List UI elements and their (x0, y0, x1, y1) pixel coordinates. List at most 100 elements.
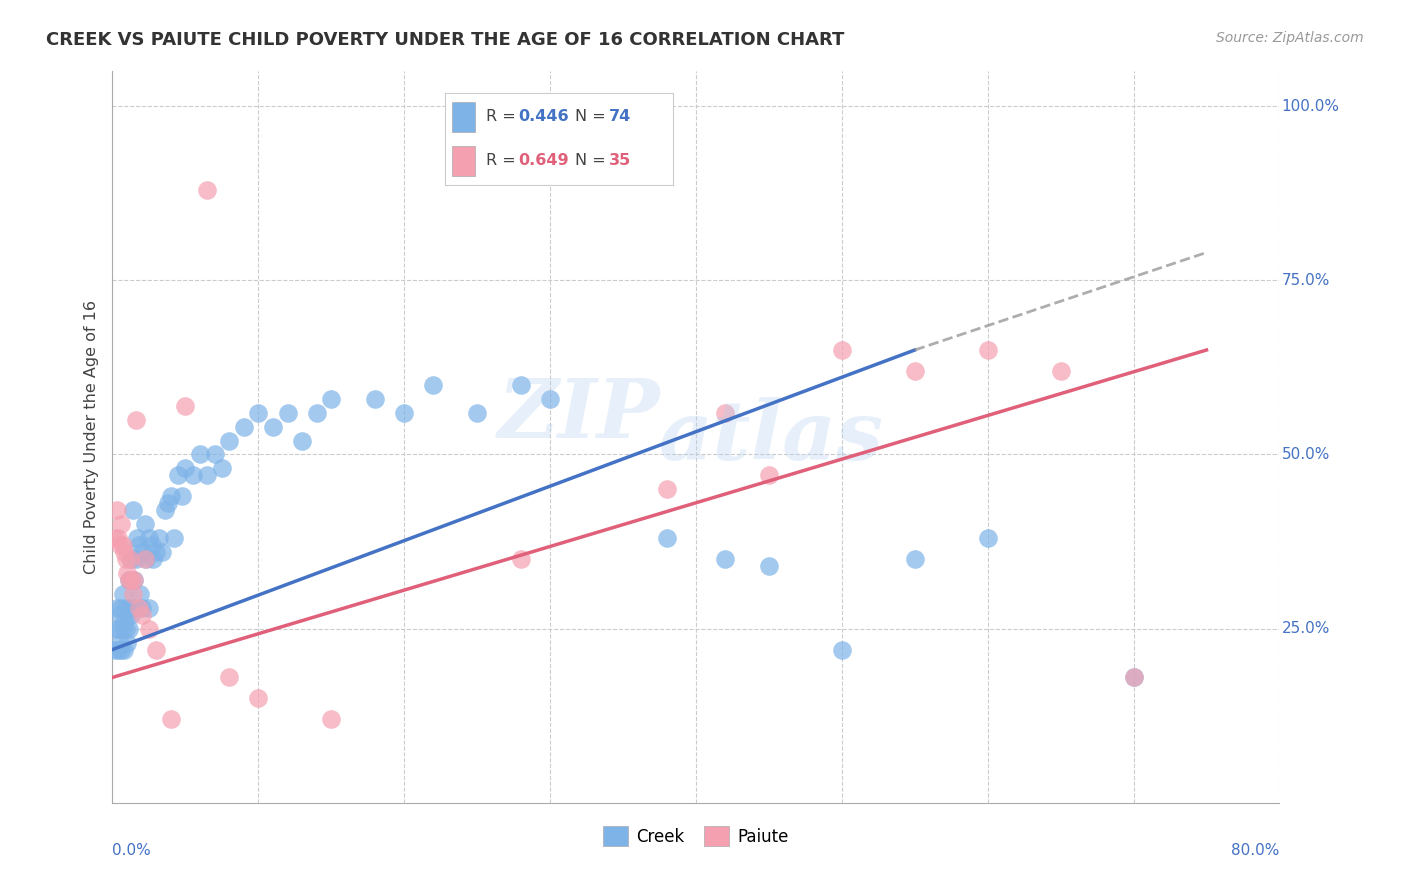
Point (172, 489, 194, 503)
Point (122, 587, 145, 601)
Text: 50.0%: 50.0% (1282, 447, 1330, 462)
Point (291, 434, 314, 448)
Point (131, 545, 153, 559)
Point (104, 531, 127, 545)
Point (142, 552, 165, 566)
Text: atlas: atlas (659, 397, 884, 477)
Point (204, 448, 226, 462)
Text: 0.0%: 0.0% (112, 843, 152, 858)
Point (831, 642, 853, 657)
Point (538, 392, 561, 406)
Point (111, 538, 134, 552)
Point (112, 615, 135, 629)
Point (108, 607, 131, 622)
Point (163, 531, 186, 545)
Point (114, 600, 136, 615)
Point (111, 622, 134, 636)
Point (904, 552, 927, 566)
Point (108, 635, 131, 649)
Point (174, 399, 197, 413)
Point (138, 622, 160, 636)
Point (104, 642, 127, 657)
Point (714, 406, 737, 420)
Point (107, 642, 129, 657)
Point (904, 364, 927, 378)
Point (509, 552, 531, 566)
Point (150, 545, 173, 559)
Point (105, 503, 128, 517)
Point (211, 461, 233, 475)
Point (232, 419, 254, 434)
Point (195, 468, 218, 483)
Point (112, 642, 135, 657)
Point (124, 573, 146, 587)
Point (465, 406, 488, 420)
Point (394, 406, 416, 420)
Point (128, 538, 150, 552)
Text: 25.0%: 25.0% (1282, 621, 1330, 636)
Point (655, 483, 678, 497)
Point (758, 558, 780, 573)
Point (247, 406, 270, 420)
Point (108, 538, 131, 552)
Point (655, 531, 678, 545)
Point (111, 587, 134, 601)
Point (122, 503, 145, 517)
Point (115, 635, 138, 649)
Point (160, 712, 183, 726)
Point (321, 392, 343, 406)
Point (131, 607, 153, 622)
Point (120, 607, 142, 622)
Point (105, 600, 128, 615)
Point (118, 552, 141, 566)
Point (131, 600, 153, 615)
Text: Source: ZipAtlas.com: Source: ZipAtlas.com (1216, 31, 1364, 45)
Point (174, 461, 197, 475)
Point (148, 531, 170, 545)
Point (153, 503, 176, 517)
Point (145, 545, 167, 559)
Point (1122, 670, 1144, 684)
Point (188, 448, 211, 462)
Point (156, 496, 179, 510)
Point (364, 392, 387, 406)
Point (110, 600, 132, 615)
Point (127, 531, 149, 545)
Point (831, 343, 853, 357)
Point (114, 622, 136, 636)
Point (1049, 364, 1071, 378)
Point (218, 670, 240, 684)
Point (167, 468, 190, 483)
Point (262, 419, 284, 434)
Text: 80.0%: 80.0% (1232, 843, 1279, 858)
Point (124, 573, 146, 587)
Point (195, 183, 218, 197)
Point (107, 622, 129, 636)
Legend: Creek, Paiute: Creek, Paiute (596, 820, 796, 853)
Point (509, 377, 531, 392)
Point (181, 468, 204, 483)
Point (110, 642, 132, 657)
Point (115, 607, 138, 622)
Point (612, 155, 634, 169)
Point (120, 552, 142, 566)
Point (138, 531, 160, 545)
Text: 100.0%: 100.0% (1282, 99, 1340, 113)
Point (117, 622, 139, 636)
Point (758, 468, 780, 483)
Point (138, 600, 160, 615)
Point (117, 573, 139, 587)
Point (247, 691, 270, 706)
Point (115, 566, 138, 580)
Point (134, 552, 156, 566)
Point (120, 573, 142, 587)
Point (1122, 670, 1144, 684)
Point (321, 712, 343, 726)
Point (276, 406, 298, 420)
Point (160, 489, 183, 503)
Point (110, 517, 132, 532)
Point (976, 531, 998, 545)
Point (128, 600, 150, 615)
Point (125, 552, 148, 566)
Point (117, 573, 139, 587)
